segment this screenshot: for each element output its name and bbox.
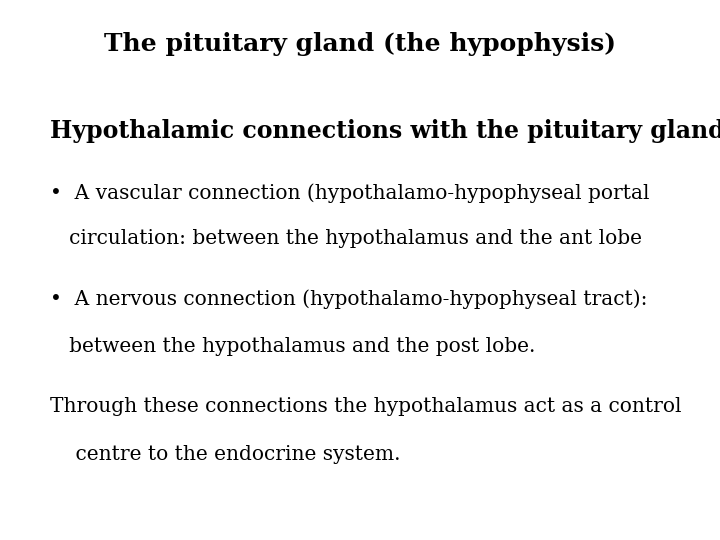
Text: Through these connections the hypothalamus act as a control: Through these connections the hypothalam…	[50, 397, 682, 416]
Text: The pituitary gland (the hypophysis): The pituitary gland (the hypophysis)	[104, 32, 616, 56]
Text: Hypothalamic connections with the pituitary gland: Hypothalamic connections with the pituit…	[50, 119, 720, 143]
Text: between the hypothalamus and the post lobe.: between the hypothalamus and the post lo…	[50, 338, 536, 356]
Text: •  A vascular connection (hypothalamo-hypophyseal portal: • A vascular connection (hypothalamo-hyp…	[50, 184, 650, 203]
Text: circulation: between the hypothalamus and the ant lobe: circulation: between the hypothalamus an…	[50, 230, 642, 248]
Text: •  A nervous connection (hypothalamo-hypophyseal tract):: • A nervous connection (hypothalamo-hypo…	[50, 289, 648, 308]
Text: centre to the endocrine system.: centre to the endocrine system.	[50, 446, 401, 464]
